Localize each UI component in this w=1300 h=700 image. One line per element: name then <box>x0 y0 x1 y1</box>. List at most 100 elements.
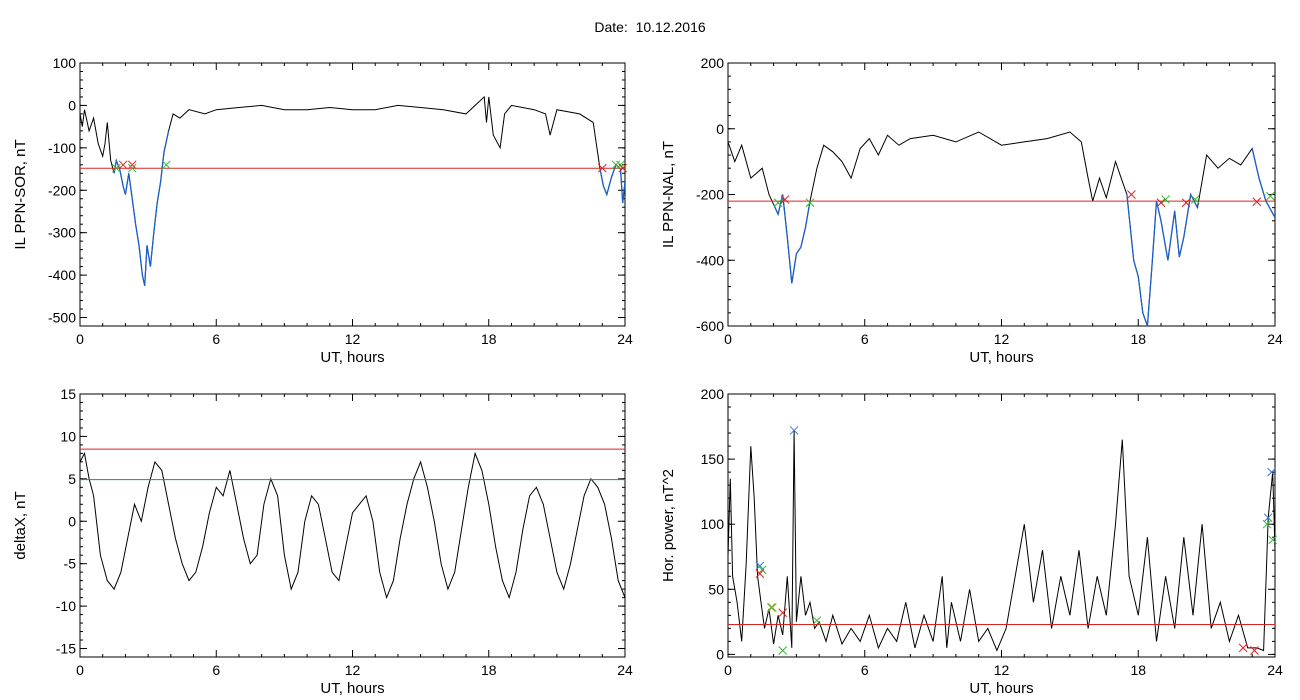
series-line <box>728 131 1275 326</box>
x-tick-label: 12 <box>345 331 361 347</box>
x-tick-label: 18 <box>481 331 497 347</box>
panel-deltax: 0 6 12 18 24 -15 -10 -5 0 5 10 15 UT, hours deltaX, n… <box>12 386 633 697</box>
y-tick-label: 200 <box>701 55 725 71</box>
marker-red <box>1250 646 1259 655</box>
x-tick-label: 0 <box>76 331 84 347</box>
highlight-segment <box>773 194 811 284</box>
y-axis-label: Hor. power, nT^2 <box>660 469 677 582</box>
y-axis-label: IL PPN-SOR, nT <box>12 139 29 249</box>
marker-red-stroke <box>1250 646 1259 655</box>
start-marker-stroke <box>1266 191 1275 201</box>
highlight-segment <box>113 130 170 286</box>
start-marker-stroke <box>616 160 625 170</box>
series-line <box>80 95 625 286</box>
end-marker-stroke <box>1127 190 1136 199</box>
marker-green-stroke <box>778 646 788 655</box>
x-tick-label: 24 <box>617 331 633 347</box>
plot-frame <box>727 62 1276 327</box>
end-marker-stroke <box>1181 198 1191 208</box>
y-tick-label: -200 <box>48 182 76 198</box>
marker-blue <box>789 426 799 435</box>
marker-red-stroke <box>755 569 765 579</box>
end-marker <box>618 163 628 173</box>
start-marker <box>1266 191 1275 201</box>
end-marker-stroke <box>618 163 628 173</box>
start-marker-stroke <box>1190 195 1200 204</box>
x-tick-label: 12 <box>345 662 361 678</box>
end-marker-stroke <box>127 160 137 170</box>
y-tick-label: -5 <box>64 556 77 572</box>
marker-green-stroke <box>1268 535 1278 545</box>
y-axis-label: deltaX, nT <box>12 491 29 559</box>
marker-green-stroke <box>766 603 776 612</box>
y-tick-label: 0 <box>68 97 76 113</box>
marker-green-stroke <box>1262 519 1272 529</box>
y-tick-label: 150 <box>701 451 725 467</box>
y-tick-label: 50 <box>708 581 724 597</box>
marker-green <box>1262 519 1272 529</box>
start-marker-stroke <box>1161 195 1170 204</box>
y-tick-label: -500 <box>48 310 76 326</box>
marker-red <box>1238 643 1248 653</box>
start-marker-stroke <box>161 160 171 170</box>
marker-green <box>1268 535 1278 545</box>
end-marker <box>1252 197 1262 207</box>
x-tick-label: 18 <box>481 662 497 678</box>
y-tick-label: 0 <box>716 646 724 662</box>
marker-red-stroke <box>778 608 788 618</box>
y-tick-label: -100 <box>48 140 76 156</box>
start-marker <box>611 160 621 170</box>
start-marker-stroke <box>611 160 621 170</box>
marker-green <box>778 646 788 655</box>
x-tick-label: 6 <box>212 662 220 678</box>
plot-frame <box>79 393 626 658</box>
start-marker <box>127 163 137 173</box>
start-marker-stroke <box>111 163 121 173</box>
x-axis-label: UT, hours <box>320 680 384 697</box>
marker-olive <box>768 603 777 612</box>
data-layer <box>728 430 1275 652</box>
x-axis-label: UT, hours <box>969 680 1033 697</box>
marker-red <box>778 608 788 618</box>
start-marker <box>805 198 815 208</box>
highlight-segment <box>1251 148 1275 218</box>
marker-blue-stroke <box>1267 467 1276 477</box>
end-marker-stroke <box>780 195 790 204</box>
y-tick-label: 5 <box>68 471 76 487</box>
marker-green <box>757 565 767 575</box>
x-tick-label: 12 <box>994 331 1010 347</box>
y-tick-label: -200 <box>696 187 724 203</box>
start-marker-stroke <box>805 198 815 208</box>
y-tick-label: -300 <box>48 225 76 241</box>
end-marker <box>1181 198 1191 208</box>
marker-green-stroke <box>757 565 767 575</box>
x-tick-label: 0 <box>724 662 732 678</box>
marker-blue-stroke <box>755 561 765 571</box>
end-marker <box>1127 190 1136 199</box>
start-marker <box>111 163 121 173</box>
x-tick-label: 6 <box>861 331 869 347</box>
y-axis-label: IL PPN-NAL, nT <box>660 141 677 248</box>
y-tick-label: -400 <box>48 267 76 283</box>
x-tick-label: 24 <box>1267 662 1283 678</box>
y-tick-label: 0 <box>68 513 76 529</box>
x-tick-label: 18 <box>1130 331 1146 347</box>
start-marker <box>773 198 783 208</box>
plot-frame <box>727 393 1276 658</box>
marker-blue-stroke <box>789 426 799 435</box>
data-layer <box>728 131 1275 326</box>
y-tick-label: 200 <box>701 386 725 402</box>
series-line <box>728 430 1275 652</box>
x-tick-label: 6 <box>212 331 220 347</box>
end-marker-stroke <box>118 160 128 170</box>
end-marker <box>118 160 128 170</box>
x-axis-label: UT, hours <box>320 349 384 366</box>
y-tick-label: -10 <box>56 598 76 614</box>
marker-green <box>766 603 776 612</box>
end-marker-stroke <box>597 163 607 173</box>
end-marker-stroke <box>1252 197 1262 207</box>
end-marker <box>127 160 137 170</box>
x-tick-label: 6 <box>861 662 869 678</box>
x-axis-label: UT, hours <box>969 349 1033 366</box>
